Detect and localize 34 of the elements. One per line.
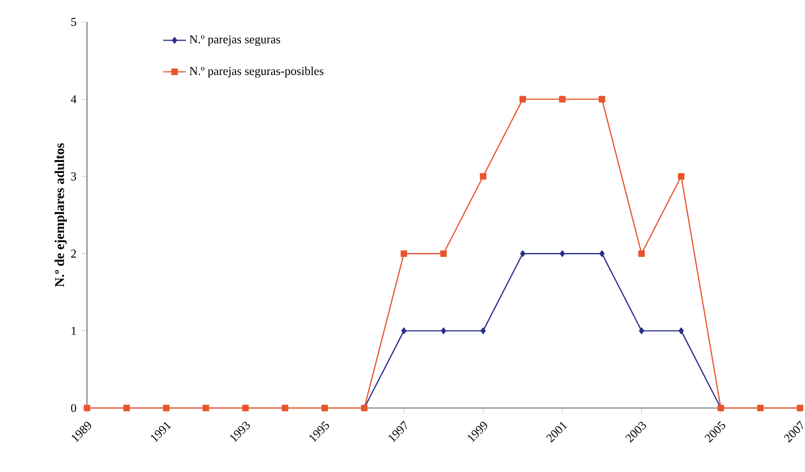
point (560, 250, 565, 257)
y-tick-label: 1 (72, 326, 76, 335)
point (519, 96, 526, 102)
point (598, 96, 606, 102)
point (559, 96, 566, 102)
point (123, 404, 130, 412)
point (440, 250, 447, 257)
y-tick-label: 4 (70, 95, 76, 104)
point (678, 173, 684, 180)
point (520, 250, 526, 257)
point (282, 404, 288, 412)
point (162, 404, 170, 412)
point (202, 404, 210, 412)
y-tick-label: 5 (71, 18, 76, 26)
y-tick-label: 2 (71, 250, 76, 258)
point (400, 250, 408, 257)
point (401, 328, 406, 334)
point (480, 328, 486, 334)
point (638, 328, 644, 334)
point (638, 250, 645, 257)
point (84, 404, 90, 412)
y-tick-label: 3 (71, 172, 76, 180)
point (440, 328, 446, 334)
point (242, 404, 249, 412)
point (599, 250, 605, 257)
legend-label: N.º parejas seguras-posibles (190, 66, 324, 78)
point (796, 404, 804, 412)
point (757, 404, 764, 412)
point (480, 173, 486, 180)
y-tick-label: 0 (71, 404, 76, 412)
y-axis-title: N.º de ejemplares adultos (54, 143, 67, 287)
point (678, 328, 684, 334)
legend-label: N.º parejas seguras (190, 35, 280, 46)
point (321, 404, 328, 412)
